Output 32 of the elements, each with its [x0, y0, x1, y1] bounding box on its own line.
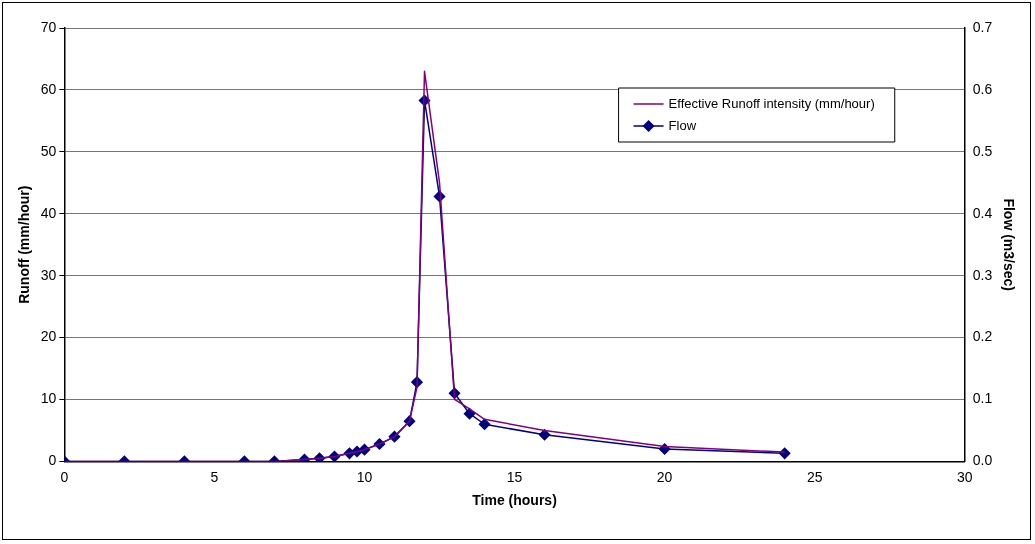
y2-tick-label: 0.4	[972, 204, 993, 221]
y2-tick-label: 0.0	[972, 452, 993, 469]
y-tick-label: 40	[40, 204, 57, 221]
y-tick-label: 20	[40, 328, 57, 345]
legend-label: Flow	[668, 117, 697, 133]
y-tick-label: 10	[40, 390, 57, 407]
point	[478, 418, 491, 430]
y-tick-label: 60	[40, 80, 57, 97]
y2-tick-label: 0.6	[972, 80, 993, 97]
x-tick-label: 10	[356, 468, 373, 485]
x-tick-label: 20	[656, 468, 673, 485]
x-axis-title: Time (hours)	[472, 492, 557, 509]
y2-tick-label: 0.3	[972, 266, 993, 283]
y2-tick-label: 0.1	[972, 390, 993, 407]
y2-tick-label: 0.7	[972, 18, 993, 35]
y2-tick-label: 0.5	[972, 142, 993, 159]
y-tick-label: 70	[40, 18, 57, 35]
y-axis-title: Runoff (mm/hour)	[16, 185, 33, 304]
y-tick-label: 30	[40, 266, 57, 283]
y2-axis-title: Flow (m3/sec)	[1000, 198, 1017, 291]
y-tick-label: 50	[40, 142, 57, 159]
x-tick-label: 15	[506, 468, 523, 485]
x-tick-label: 30	[956, 468, 973, 485]
x-tick-label: 5	[210, 468, 219, 485]
y-tick-label: 0	[48, 452, 57, 469]
point	[658, 443, 671, 455]
point	[538, 429, 551, 441]
legend-label: Effective Runoff intensity (mm/hour)	[668, 95, 875, 111]
point	[463, 407, 476, 420]
x-tick-label: 0	[60, 468, 69, 485]
y2-tick-label: 0.2	[972, 328, 993, 345]
x-tick-label: 25	[806, 468, 823, 485]
